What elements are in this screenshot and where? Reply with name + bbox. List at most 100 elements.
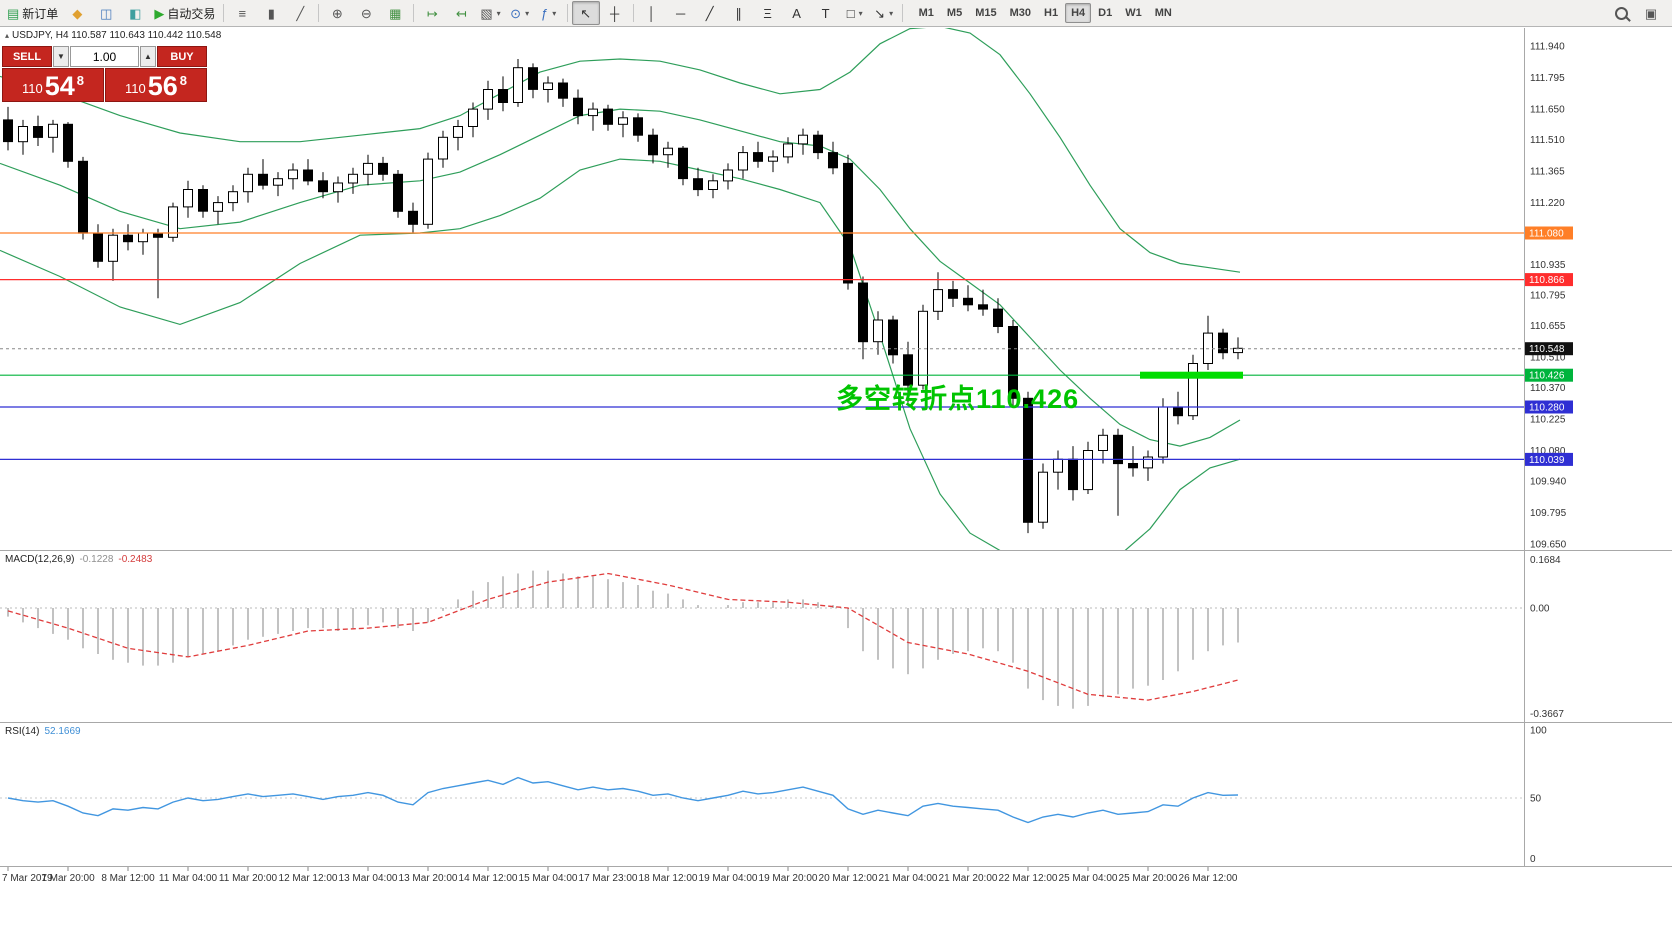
templates-button[interactable]: ▧ ▾: [476, 1, 504, 25]
candlestick-chart-button[interactable]: ▮: [257, 1, 285, 25]
shapes-icon: □: [846, 5, 855, 21]
period-button[interactable]: ⊙ ▾: [506, 1, 534, 25]
crosshair-button[interactable]: ┼: [601, 1, 629, 25]
price-axis: 111.940 111.795 111.650 111.510 111.365 111.2…: [1525, 42, 1573, 551]
sell-price-button[interactable]: 110 54 8: [2, 68, 104, 102]
market-watch-button[interactable]: ◫: [92, 1, 120, 25]
autotrading-button[interactable]: ▶ 自动交易: [150, 1, 219, 25]
price-tick-label: 110.935: [1530, 260, 1566, 271]
time-tick-label: 18 Mar 12:00: [639, 873, 698, 884]
volume-down-button[interactable]: ▼: [53, 46, 69, 67]
fibonacci-icon: Ξ: [763, 5, 772, 21]
grid-button[interactable]: ▦: [381, 1, 409, 25]
volume-up-button[interactable]: ▲: [140, 46, 156, 67]
price-tag: [1525, 400, 1573, 414]
timeframe-button-m1[interactable]: M1: [918, 7, 934, 19]
zoom-in-button[interactable]: ⊕: [323, 1, 351, 25]
timeframe-button-m30[interactable]: M30: [1009, 7, 1032, 19]
data-window-icon: ◧: [129, 5, 142, 21]
zoom-in-icon: ⊕: [331, 5, 343, 21]
price-tick-label: 111.650: [1530, 105, 1565, 116]
buy-price-button[interactable]: 110 56 8: [105, 68, 207, 102]
time-tick-label: 21 Mar 04:00: [879, 873, 938, 884]
text-button[interactable]: A: [783, 1, 811, 25]
shapes-button[interactable]: □ ▾: [841, 1, 869, 25]
one-click-trading-panel: SELL ▼ ▲ BUY 110 54 8 110 56 8: [2, 46, 209, 102]
timeframe-button-h1[interactable]: H1: [1044, 7, 1059, 19]
time-tick-label: 21 Mar 20:00: [939, 873, 998, 884]
caret-down-icon: ▾: [496, 8, 501, 18]
arrows-button[interactable]: ↘ ▾: [870, 1, 898, 25]
rsi-pane[interactable]: [0, 776, 1524, 824]
fibonacci-button[interactable]: Ξ: [754, 1, 782, 25]
indicators-button[interactable]: ƒ ▾: [535, 1, 563, 25]
vertical-line-button[interactable]: │: [638, 1, 666, 25]
trade-panel-top-row: SELL ▼ ▲ BUY: [2, 46, 209, 67]
chart-shift-icon: ↤: [455, 5, 467, 21]
macd-pane[interactable]: [0, 570, 1524, 709]
caret-down-icon: ▾: [525, 8, 530, 18]
buy-price-prefix: 110: [124, 81, 146, 96]
price-pane[interactable]: [0, 26, 1524, 581]
toolbar-separator: [318, 4, 320, 22]
timeframe-button-m5[interactable]: M5: [946, 7, 963, 19]
symbol-search-button[interactable]: [1607, 1, 1635, 25]
price-tick-label: 109.650: [1530, 540, 1567, 551]
profiles-button[interactable]: ◆: [63, 1, 91, 25]
time-tick-label: 26 Mar 12:00: [1179, 873, 1238, 884]
text-icon: A: [792, 5, 801, 21]
text-label-button[interactable]: T: [812, 1, 840, 25]
timeframe-button-m15[interactable]: M15: [975, 7, 997, 19]
time-tick-label: 19 Mar 04:00: [699, 873, 758, 884]
timeframe-button-w1[interactable]: W1: [1125, 7, 1142, 19]
sell-price-prefix: 110: [21, 81, 43, 96]
time-tick-label: 8 Mar 12:00: [101, 873, 155, 884]
bar-chart-button[interactable]: ≡: [228, 1, 256, 25]
rsi-line: [7, 776, 1239, 824]
new-order-button[interactable]: ▤ 新订单: [3, 1, 62, 25]
time-tick-label: 12 Mar 12:00: [279, 873, 338, 884]
price-tag-label: 110.426: [1529, 371, 1565, 382]
price-tick-label: 110.080: [1530, 446, 1566, 457]
sell-price-pip: 8: [76, 73, 84, 88]
chart-annotation-text[interactable]: 多空转折点110.426: [836, 384, 1080, 414]
text-label-icon: T: [821, 5, 830, 21]
line-chart-button[interactable]: ╱: [286, 1, 314, 25]
cursor-button[interactable]: ↖: [571, 1, 600, 25]
time-tick-label: 11 Mar 04:00: [159, 873, 218, 884]
symbol-ohlc-label: USDJPY, H4 110.587 110.643 110.442 110.5…: [12, 30, 222, 41]
time-tick-label: 7 Mar 20:00: [41, 873, 95, 884]
price-tag-label: 110.039: [1529, 455, 1565, 466]
chart-shift-button[interactable]: ↤: [447, 1, 475, 25]
bollinger-lower-band: [0, 158, 1241, 550]
volume-input[interactable]: [70, 46, 139, 67]
sell-button[interactable]: SELL: [2, 46, 52, 67]
price-tag-label: 111.080: [1529, 229, 1564, 240]
autotrading-button-label: 自动交易: [167, 6, 216, 21]
timeframe-button-mn[interactable]: MN: [1154, 7, 1172, 19]
toolbar-separator: [901, 4, 903, 22]
time-tick-label: 15 Mar 04:00: [519, 873, 578, 884]
buy-button[interactable]: BUY: [157, 46, 207, 67]
channel-button[interactable]: ∥: [725, 1, 753, 25]
zoom-out-button[interactable]: ⊖: [352, 1, 380, 25]
macd-name: MACD(12,26,9): [5, 554, 75, 565]
trendline-button[interactable]: ╱: [696, 1, 724, 25]
macd-histogram: [7, 570, 1239, 709]
window-list-button[interactable]: ▣: [1637, 1, 1665, 25]
price-tick-label: 109.795: [1530, 508, 1567, 519]
support-highlight-segment[interactable]: [1140, 371, 1243, 379]
auto-scroll-button[interactable]: ↦: [418, 1, 446, 25]
timeframe-button-h4[interactable]: H4: [1065, 3, 1092, 23]
data-window-button[interactable]: ◧: [121, 1, 149, 25]
zoom-out-icon: ⊖: [360, 5, 372, 21]
price-tick-label: 110.510: [1530, 353, 1566, 364]
time-tick-label: 25 Mar 04:00: [1059, 873, 1118, 884]
buy-price-pip: 8: [179, 73, 187, 88]
bollinger-upper-band: [0, 28, 1241, 273]
horizontal-line-button[interactable]: ─: [667, 1, 695, 25]
pane-borders: [0, 28, 1672, 867]
timeframe-button-d1[interactable]: D1: [1098, 7, 1113, 19]
